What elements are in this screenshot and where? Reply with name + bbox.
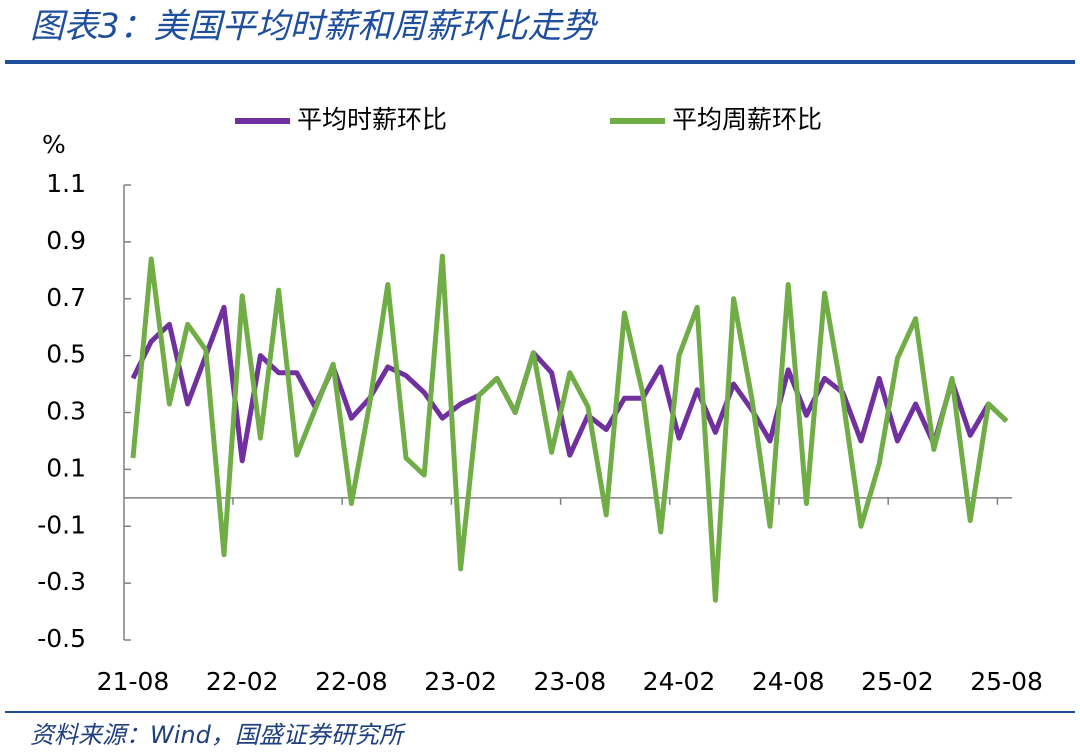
source-rule	[5, 711, 1075, 713]
legend-label: 平均周薪环比	[672, 105, 822, 134]
y-tick-label: 0.7	[46, 283, 86, 312]
x-tick-label: 22-08	[315, 667, 388, 696]
y-axis-label: %	[42, 130, 66, 159]
x-tick-label: 24-08	[752, 667, 825, 696]
title-rule	[5, 60, 1075, 64]
y-tick-label: 0.3	[46, 397, 86, 426]
y-tick-label: 0.1	[46, 453, 86, 482]
x-tick-label: 21-08	[97, 667, 170, 696]
y-tick-label: -0.1	[37, 510, 86, 539]
x-tick-label: 22-02	[206, 667, 279, 696]
x-tick-label: 23-02	[424, 667, 497, 696]
x-tick-label: 25-08	[970, 667, 1043, 696]
series-line	[130, 253, 1009, 603]
y-tick-label: 0.9	[46, 226, 86, 255]
y-tick-label: 1.1	[46, 169, 86, 198]
y-tick-label: -0.3	[37, 567, 86, 596]
x-tick-label: 23-08	[533, 667, 606, 696]
chart-title: 图表3：美国平均时薪和周薪环比走势	[30, 7, 599, 47]
y-tick-label: -0.5	[37, 624, 86, 653]
y-tick-label: 0.5	[46, 340, 86, 369]
x-tick-label: 25-02	[861, 667, 934, 696]
legend-label: 平均时薪环比	[297, 105, 447, 134]
x-tick-label: 24-02	[643, 667, 716, 696]
series-line	[130, 304, 1009, 464]
source: 资料来源：Wind，国盛证券研究所	[30, 721, 407, 749]
